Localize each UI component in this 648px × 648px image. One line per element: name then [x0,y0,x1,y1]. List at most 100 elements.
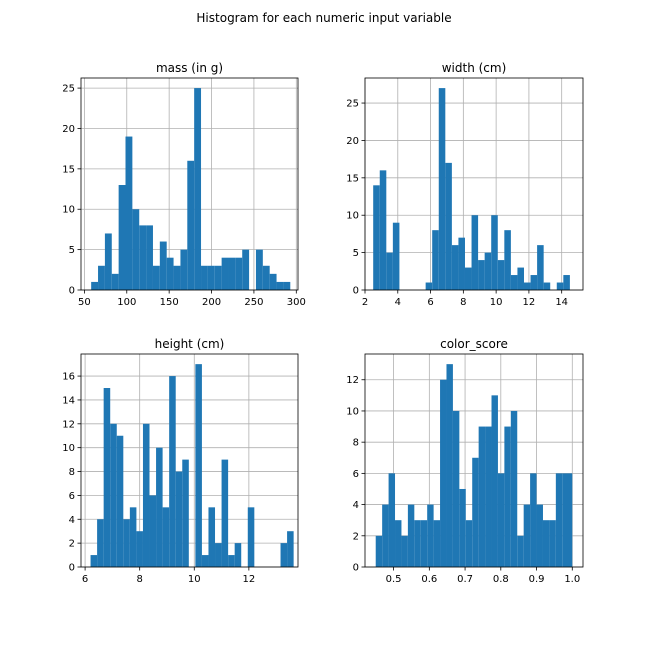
x-tick-label: 0.6 [421,574,437,585]
histogram-bar [208,507,216,567]
histogram-bar [228,257,236,290]
axes-frame [364,77,584,291]
histogram-bar [123,519,130,567]
histogram-bar [159,241,167,290]
histogram-bar [110,423,117,567]
histogram-bar [375,535,383,567]
y-tick-label: 16 [62,372,75,383]
histogram-bar [136,531,143,567]
histogram-bar [478,260,485,290]
histogram-bar [201,555,209,567]
histogram-bar [472,457,479,567]
histogram-bar [543,282,551,290]
histogram-bar [425,282,433,290]
histogram-bar [523,504,531,567]
histogram-bar [235,257,243,290]
axes-frame [80,353,299,568]
histogram-bar [156,447,163,567]
histogram-bar [116,435,124,567]
histogram-bar [221,459,229,567]
histogram-bar [401,535,408,567]
x-tick-label: 50 [78,297,91,308]
y-tick-label: 0 [69,563,75,574]
histogram-bar [433,520,441,567]
histogram-bar [510,410,518,567]
histogram-bar [139,225,147,290]
histogram-bar [215,543,222,567]
histogram-bar [542,520,550,567]
subplot-title: width (cm) [442,61,507,75]
histogram-bar [392,222,400,290]
histogram-bar [187,160,195,290]
histogram-bar [451,245,459,290]
histogram-bar [497,260,505,290]
histogram-bar [491,395,498,567]
histogram-bar [276,281,284,290]
y-tick-label: 10 [62,205,75,216]
histogram-bar [247,507,255,567]
histogram-bar [152,265,160,290]
y-tick-label: 8 [69,467,75,478]
histogram-bar [255,249,263,290]
histogram-bar [379,170,387,290]
histogram-bar [103,388,111,567]
y-tick-label: 0 [69,286,75,297]
histogram-bar [562,473,573,567]
histogram-bar [458,237,465,290]
histogram-bar [517,267,524,290]
histogram-bar [169,376,176,567]
y-tick-label: 2 [69,539,75,550]
figure-title: Histogram for each numeric input variabl… [196,11,452,25]
histogram-bar [221,257,229,290]
y-tick-label: 2 [353,531,359,542]
histogram-bar [132,209,140,290]
x-tick-label: 10 [490,297,503,308]
histogram-bar [537,245,544,290]
x-tick-label: 1.0 [564,574,580,585]
y-tick-label: 5 [353,248,359,259]
histogram-bar [420,520,428,567]
x-tick-label: 200 [202,297,221,308]
subplot-title: height (cm) [155,337,225,351]
histogram-bar [175,471,183,567]
y-tick-label: 14 [62,395,75,406]
x-tick-label: 4 [395,297,401,308]
histogram-bar [262,265,270,290]
y-tick-label: 10 [346,406,359,417]
histogram-bar [142,423,150,567]
histogram-bar [414,520,421,567]
histogram-bar [283,281,291,290]
y-tick-label: 10 [62,443,75,454]
histogram-bar [446,364,453,567]
histogram-bar [530,473,537,567]
x-tick-label: 100 [117,297,136,308]
histogram-bar [438,88,446,290]
y-tick-label: 6 [353,469,359,480]
histogram-bar [386,252,393,290]
y-tick-label: 0 [353,286,359,297]
y-tick-label: 25 [62,84,75,95]
x-tick-label: 8 [460,297,466,308]
histogram-bar [125,136,133,290]
histogram-bar [484,252,492,290]
y-tick-label: 5 [69,245,75,256]
histogram-bar [523,282,531,290]
histogram-bar [269,273,277,290]
x-tick-label: 2 [362,297,368,308]
histogram-bar [536,504,543,567]
histogram-bar [555,473,563,567]
y-tick-label: 4 [69,515,75,526]
histogram-bar [201,265,208,290]
x-tick-label: 150 [160,297,179,308]
y-tick-label: 12 [346,375,359,386]
histogram-bar [166,257,174,290]
axes-frame [364,353,584,568]
histogram-bar [465,520,473,567]
y-tick-label: 6 [69,491,75,502]
y-tick-label: 15 [62,164,75,175]
x-tick-label: 0.7 [457,574,473,585]
y-tick-label: 0 [353,563,359,574]
histogram-bar [504,230,511,290]
histogram-bar [388,473,396,567]
histogram-bar [517,535,524,567]
